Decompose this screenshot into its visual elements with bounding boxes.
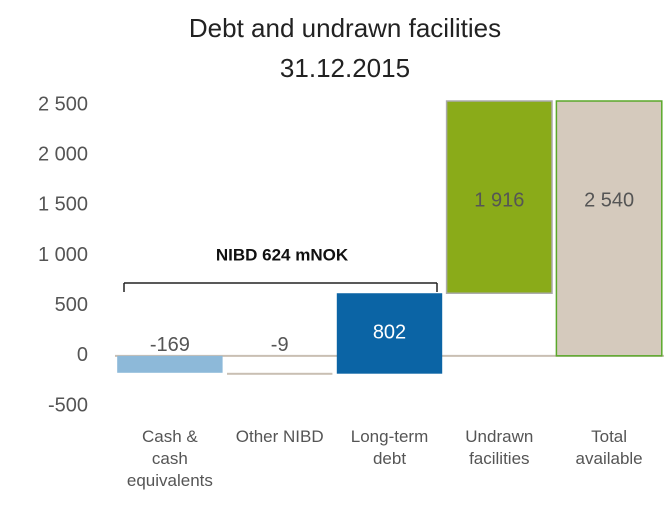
value-label: 802 (373, 322, 406, 344)
x-tick-label: Total available (575, 427, 643, 468)
y-tick-label: 1 500 (38, 194, 88, 216)
bar (445, 100, 553, 294)
y-tick-label: 0 (77, 344, 88, 366)
value-label: -9 (271, 334, 289, 356)
bar (117, 355, 223, 373)
x-tick-label-box: Total available (575, 427, 643, 468)
annotation-bracket (123, 282, 438, 292)
chart-subtitle: 31.12.2015 (280, 53, 410, 83)
x-tick-label: Other NIBD (235, 427, 324, 446)
value-label: 1 916 (474, 189, 524, 211)
annotation: NIBD 624 mNOK (216, 245, 349, 264)
bar (555, 100, 663, 357)
y-tick-label: 500 (55, 294, 88, 316)
y-tick-label: 1 000 (38, 244, 88, 266)
bar (226, 372, 333, 375)
y-tick-label: 2 000 (38, 143, 88, 165)
x-tick-label-box: Long-term debt (350, 427, 429, 468)
x-tick-label: Undrawn facilities (465, 427, 534, 468)
x-tick-label: Long-term debt (350, 427, 429, 468)
y-tick-label: -500 (48, 394, 88, 416)
x-tick-label: Cash & cash equivalents (126, 427, 213, 490)
chart-title: Debt and undrawn facilities (189, 13, 501, 43)
value-label: -169 (150, 334, 190, 356)
bar (336, 293, 443, 374)
y-tick-label: 2 500 (38, 93, 88, 115)
value-label: 2 540 (584, 189, 634, 211)
x-tick-label-box: Cash & cash equivalents (126, 427, 213, 490)
x-tick-label-box: Other NIBD (235, 427, 324, 446)
x-tick-label-box: Undrawn facilities (465, 427, 534, 468)
